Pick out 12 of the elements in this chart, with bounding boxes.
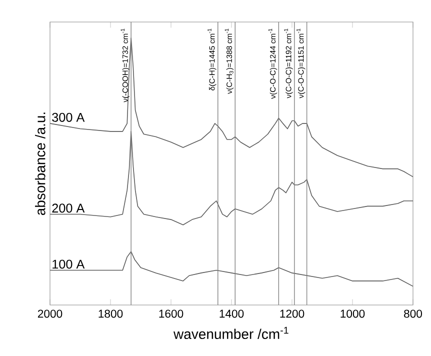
x-tick-label: 1000 [340,310,365,318]
x-tick-label: 800 [404,310,422,318]
y-axis-title: absorbance /a.u. [35,112,46,216]
series-label: 100 A [52,260,85,269]
x-tick-label: 1400 [220,310,244,318]
series-label: 200 A [52,204,85,213]
x-axis-title: wavenumber /cm$^{-1}$ [173,326,288,340]
x-tick-label: 1600 [159,310,184,318]
series-label: 300 A [52,112,85,122]
x-tick-label: 2000 [38,310,62,318]
x-tick-label: 1800 [98,310,123,318]
x-tick-label: 1200 [280,310,304,318]
